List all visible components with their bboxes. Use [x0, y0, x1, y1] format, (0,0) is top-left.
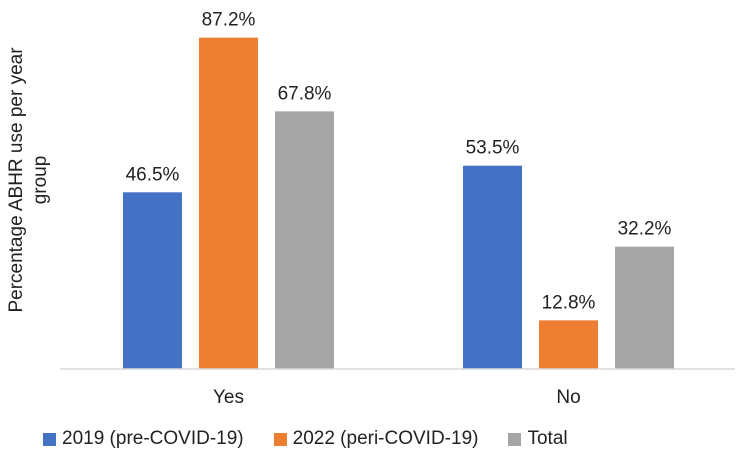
bars-group	[123, 37, 674, 370]
legend-item-2022: 2022 (peri-COVID-19)	[273, 428, 479, 450]
legend-swatch-2019	[43, 432, 56, 446]
bar-no-2019	[463, 165, 522, 369]
bar-yes-total	[275, 111, 334, 370]
legend-label-2022: 2022 (peri-COVID-19)	[292, 428, 479, 449]
legend: 2019 (pre-COVID-19) 2022 (peri-COVID-19)…	[43, 428, 568, 450]
legend-label-2019: 2019 (pre-COVID-19)	[62, 428, 244, 449]
data-label-yes-total: 67.8%	[278, 83, 332, 104]
legend-swatch-total	[508, 432, 522, 446]
x-tick-label-no: No	[556, 387, 580, 408]
bar-no-2022	[539, 320, 598, 369]
bar-yes-2022	[199, 37, 258, 369]
data-label-yes-2019: 46.5%	[126, 164, 180, 185]
legend-item-total: Total	[508, 428, 568, 450]
y-axis-label-line-1: Percentage ABHR use per year	[6, 47, 27, 313]
legend-swatch-2022	[273, 432, 287, 446]
x-tick-label-yes: Yes	[213, 387, 244, 408]
legend-label-total: Total	[527, 428, 568, 449]
data-label-yes-2022: 87.2%	[202, 10, 256, 31]
data-label-no-total: 32.2%	[618, 219, 672, 240]
y-axis-label: Percentage ABHR use per year group	[6, 47, 51, 313]
legend-item-2019: 2019 (pre-COVID-19)	[43, 428, 244, 450]
bar-no-total	[615, 246, 674, 369]
data-labels-group: 46.5% 87.2% 67.8% 53.5% 12.8% 32.2%	[126, 10, 672, 314]
x-axis-tick-labels: Yes No	[213, 387, 581, 408]
data-label-no-2022: 12.8%	[542, 292, 596, 313]
y-axis-label-line-2: group	[30, 156, 51, 205]
data-label-no-2019: 53.5%	[466, 138, 520, 159]
bar-yes-2019	[123, 192, 182, 369]
